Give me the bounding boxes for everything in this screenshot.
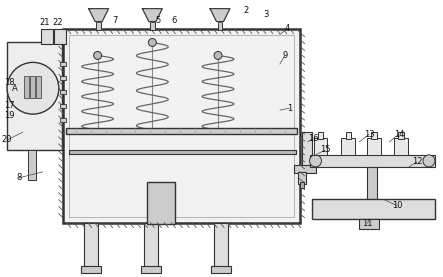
Text: 9: 9 <box>282 51 288 60</box>
Bar <box>359 219 379 229</box>
Bar <box>54 29 66 45</box>
Bar <box>294 165 315 173</box>
Bar <box>367 138 381 155</box>
Text: 15: 15 <box>320 145 331 155</box>
Bar <box>24 76 30 98</box>
Text: 17: 17 <box>4 101 14 110</box>
Bar <box>302 132 311 167</box>
Bar <box>144 223 158 272</box>
Bar <box>81 266 101 273</box>
Bar <box>298 172 306 184</box>
Text: 13: 13 <box>364 130 375 138</box>
Text: 22: 22 <box>53 18 63 27</box>
Text: 2: 2 <box>243 6 249 15</box>
Polygon shape <box>142 9 162 22</box>
Bar <box>7 42 62 150</box>
Bar <box>66 128 297 134</box>
Text: 5: 5 <box>155 16 161 25</box>
Bar <box>218 22 222 30</box>
Bar <box>60 90 66 94</box>
Text: 10: 10 <box>392 201 402 210</box>
Circle shape <box>310 155 322 167</box>
Bar <box>96 22 101 30</box>
Bar <box>394 138 408 155</box>
Bar <box>318 132 323 139</box>
Bar <box>367 167 377 199</box>
Bar <box>30 76 35 98</box>
Circle shape <box>93 52 101 59</box>
Bar <box>63 29 299 223</box>
Text: 18: 18 <box>4 78 14 87</box>
Text: 11: 11 <box>362 219 373 228</box>
Text: 1: 1 <box>287 104 292 113</box>
Bar <box>141 266 161 273</box>
Text: A: A <box>12 84 18 93</box>
Bar <box>398 132 404 139</box>
Bar <box>84 223 97 272</box>
Circle shape <box>7 62 59 114</box>
Bar <box>41 29 53 45</box>
Circle shape <box>214 52 222 59</box>
Bar <box>342 138 355 155</box>
Circle shape <box>148 39 156 47</box>
Text: 21: 21 <box>39 18 50 27</box>
Circle shape <box>423 155 435 167</box>
Bar <box>60 76 66 80</box>
Bar <box>60 62 66 66</box>
Text: 7: 7 <box>112 16 117 25</box>
Bar <box>148 182 175 224</box>
Text: 6: 6 <box>171 16 177 25</box>
Text: 12: 12 <box>412 157 422 166</box>
Bar <box>346 132 351 139</box>
Bar <box>214 223 228 272</box>
Text: 3: 3 <box>263 10 268 19</box>
Bar <box>310 155 435 167</box>
Bar <box>299 182 303 188</box>
Bar <box>211 266 231 273</box>
Text: 4: 4 <box>285 24 290 33</box>
Bar <box>36 76 41 98</box>
Bar <box>69 150 295 154</box>
Polygon shape <box>89 9 109 22</box>
Bar <box>150 22 155 30</box>
Bar <box>314 138 327 155</box>
Bar <box>60 104 66 108</box>
Bar <box>371 132 377 139</box>
Bar <box>60 118 66 122</box>
Text: 19: 19 <box>4 111 14 120</box>
Text: 20: 20 <box>2 135 12 145</box>
Polygon shape <box>210 9 230 22</box>
Bar <box>69 35 294 217</box>
Text: 16: 16 <box>308 134 319 142</box>
Text: 8: 8 <box>16 173 22 182</box>
Bar <box>28 150 36 180</box>
Text: 14: 14 <box>394 130 404 138</box>
Bar <box>311 199 435 219</box>
